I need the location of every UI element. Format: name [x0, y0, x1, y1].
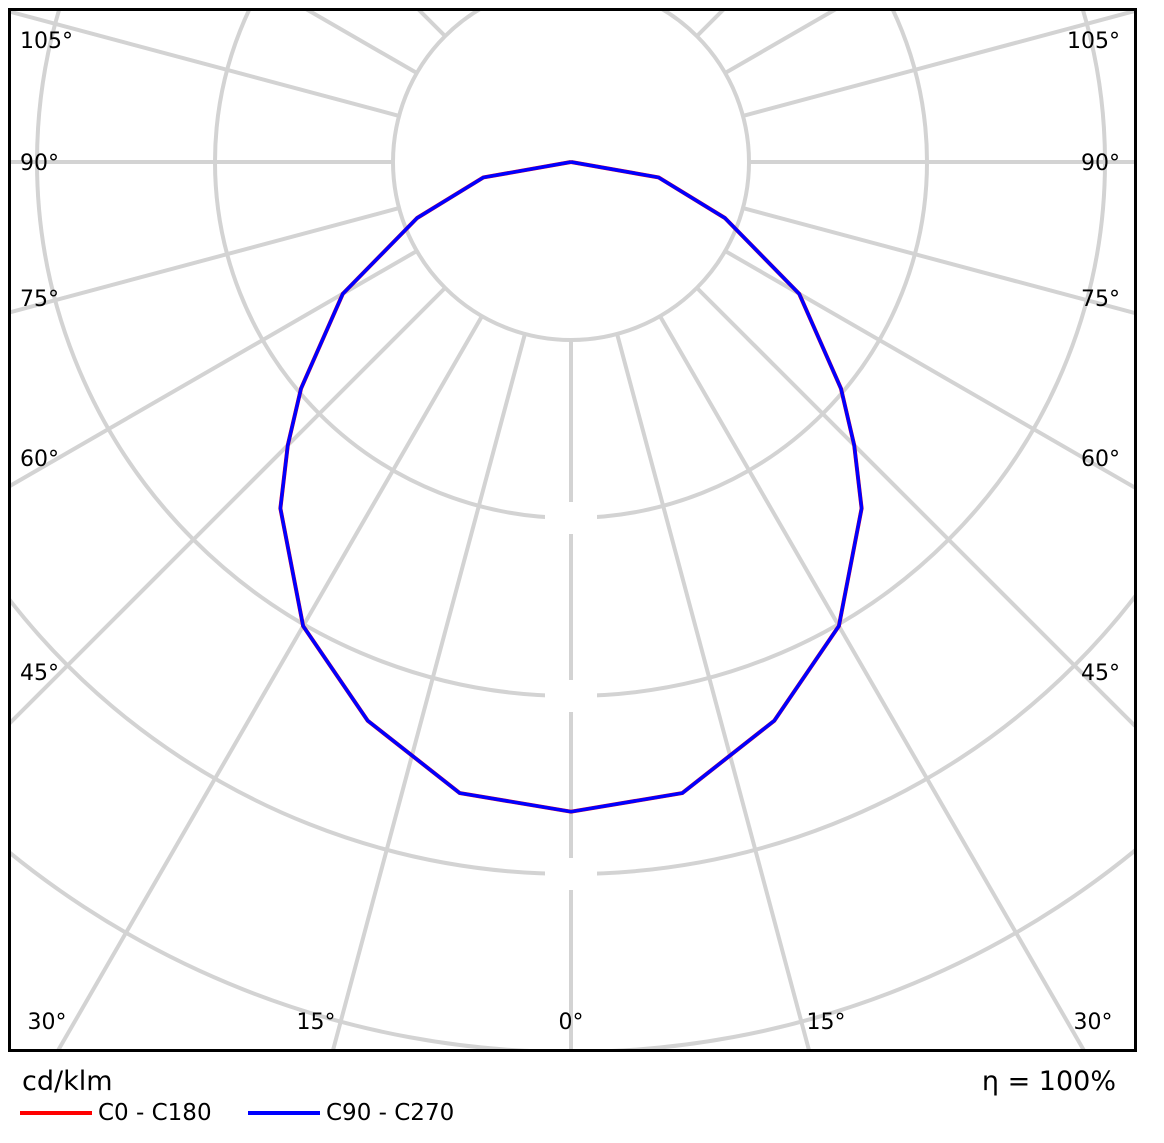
angle-label-bottom: 30°: [28, 1010, 67, 1035]
angle-label-left: 75°: [20, 287, 59, 312]
grid-spoke: [9, 9, 400, 118]
grid-spoke: [724, 249, 1135, 490]
legend-label: C90 - C270: [326, 1100, 455, 1126]
angle-label-bottom: 30°: [1074, 1010, 1113, 1035]
grid-ring: [9, 593, 1135, 876]
angle-label-left: 60°: [20, 447, 59, 472]
unit-label: cd/klm: [22, 1066, 113, 1097]
angle-label-right: 45°: [1081, 661, 1120, 686]
grid-spoke: [658, 315, 1086, 1050]
grid-spoke: [416, 9, 447, 38]
series-curve-c90-c270: [278, 160, 864, 814]
grid-spoke: [331, 333, 527, 1050]
angle-label-left: 90°: [20, 151, 59, 176]
angle-label-bottom: 15°: [807, 1010, 846, 1035]
ring-label-mask: [545, 502, 597, 534]
grid-spoke: [304, 9, 418, 75]
plot-frame: [8, 8, 1137, 1052]
grid-spoke: [9, 249, 418, 489]
grid-ring: [391, 9, 751, 342]
angle-label-bottom: 0°: [559, 1010, 584, 1035]
grid-group: [9, 9, 1135, 1050]
grid-spoke: [695, 286, 1135, 728]
grid-spoke: [724, 9, 838, 75]
angle-label-bottom: 15°: [297, 1010, 336, 1035]
grid-spoke: [742, 206, 1135, 316]
angle-label-right: 105°: [1067, 29, 1120, 54]
legend-item-c90: C90 - C270: [248, 1100, 454, 1126]
angle-label-right: 90°: [1081, 151, 1120, 176]
ring-label-mask: [545, 858, 597, 890]
grid-spoke: [695, 9, 726, 38]
angle-label-right: 75°: [1081, 287, 1120, 312]
grid-spoke: [742, 9, 1135, 118]
grid-spoke: [9, 206, 400, 315]
legend-swatch-blue: [248, 1111, 320, 1115]
legend-label: C0 - C180: [98, 1100, 212, 1126]
angle-label-right: 60°: [1081, 447, 1120, 472]
legend-swatch-red: [20, 1111, 92, 1115]
legend-item-c0: C0 - C180: [20, 1100, 212, 1126]
angle-label-left: 45°: [20, 661, 59, 686]
ring-label-mask: [545, 680, 597, 712]
angle-label-left: 105°: [20, 29, 73, 54]
grid-spoke: [56, 315, 484, 1050]
efficiency-label: η = 100%: [981, 1066, 1116, 1097]
grid-spoke: [9, 286, 447, 726]
grid-spoke: [615, 333, 811, 1050]
